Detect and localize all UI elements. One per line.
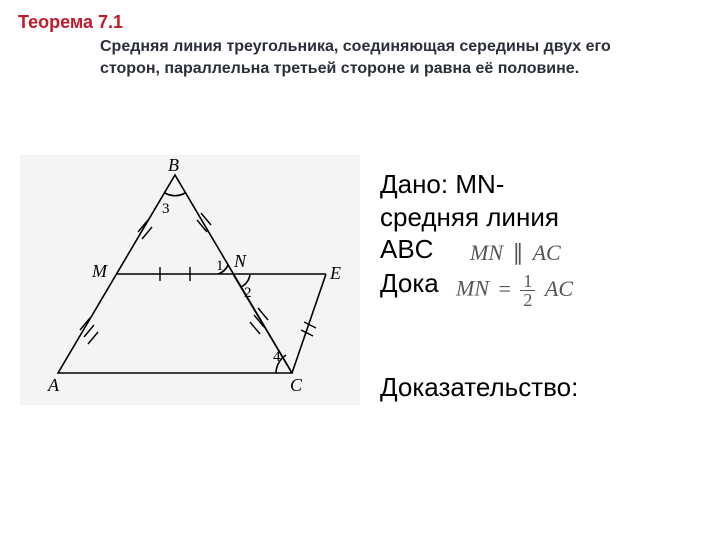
svg-text:B: B xyxy=(168,155,179,175)
formula-parallel: MN ∥ AC xyxy=(470,240,561,266)
svg-text:1: 1 xyxy=(216,258,224,274)
given-line1: Дано: MN- xyxy=(380,169,504,199)
fraction-numerator: 1 xyxy=(520,272,535,291)
truncated-word: Дока xyxy=(380,268,439,299)
svg-text:M: M xyxy=(91,261,108,281)
theorem-title: Теорема 7.1 xyxy=(18,12,123,33)
theorem-statement: Средняя линия треугольника, соединяющая … xyxy=(100,36,660,79)
fraction-one-half: 1 2 xyxy=(520,272,535,309)
parallel-symbol: ∥ xyxy=(513,240,524,265)
svg-text:3: 3 xyxy=(162,201,170,217)
given-line2: средняя линия xyxy=(380,202,559,232)
svg-text:C: C xyxy=(290,375,303,395)
svg-text:N: N xyxy=(233,251,247,271)
proof-label: Доказательство: xyxy=(380,372,578,403)
f2-right: AC xyxy=(545,276,573,301)
fraction-denominator: 2 xyxy=(520,291,535,309)
svg-text:A: A xyxy=(47,375,60,395)
given-line3: ABC xyxy=(380,234,433,264)
formula-half: MN = 1 2 AC xyxy=(456,272,573,309)
f1-right: AC xyxy=(533,240,561,265)
f2-left: MN xyxy=(456,276,489,301)
svg-text:2: 2 xyxy=(244,285,252,301)
f1-left: MN xyxy=(470,240,503,265)
triangle-diagram: A B C M N E 1 2 3 4 xyxy=(20,155,360,405)
equals-sign: = xyxy=(499,276,511,301)
svg-text:4: 4 xyxy=(273,349,281,365)
svg-text:E: E xyxy=(329,263,341,283)
